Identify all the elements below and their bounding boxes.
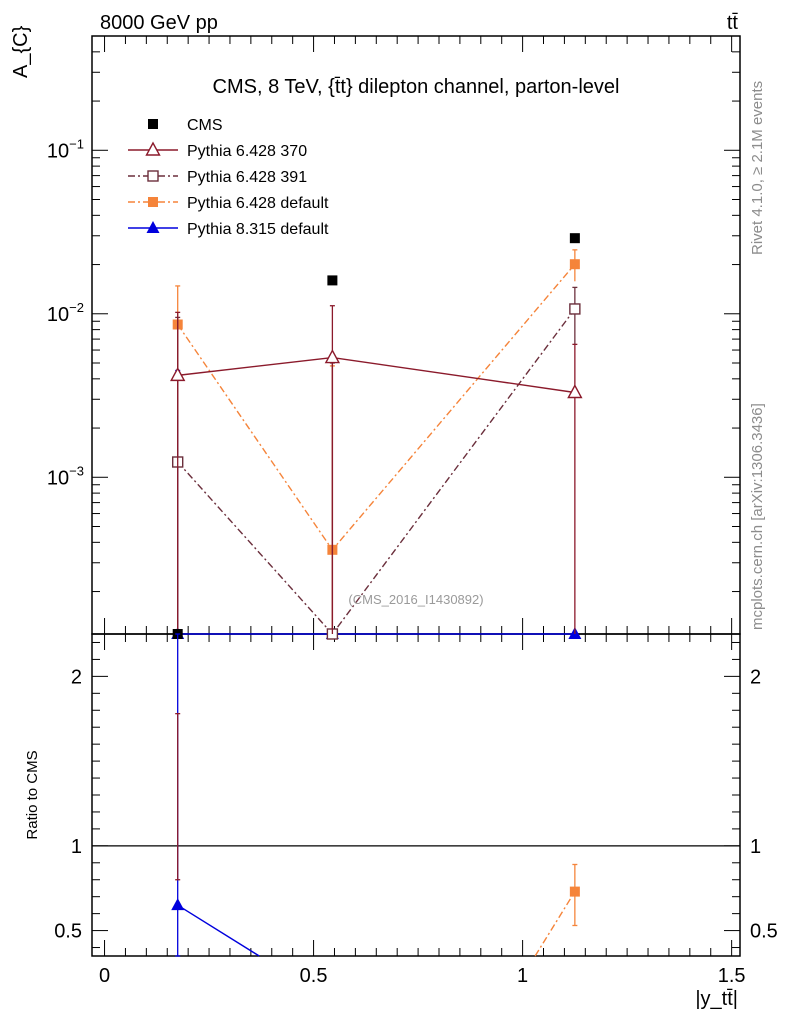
data-point-cms	[327, 275, 338, 286]
ratio-y-axis-label: Ratio to CMS	[24, 750, 41, 839]
ratio-point-pythia-8-315-default	[171, 898, 185, 911]
legend: CMS Pythia 6.428 370 Pythia 6.428 391 Pythi…	[128, 117, 329, 238]
ratio-plot-frame	[91, 633, 741, 957]
legend-marker-pythia-6-428-391	[147, 170, 159, 182]
ratio-y-tick-label-right: 0.5	[750, 921, 778, 943]
x-tick-label: 1	[517, 965, 528, 987]
legend-entry-label: Pythia 6.428 default	[187, 195, 329, 212]
series-line-pythia-6-428-default	[177, 263, 576, 551]
chart-title: CMS, 8 TeV, {t̄t} dilepton channel, part…	[213, 76, 620, 98]
legend-entry-label: Pythia 6.428 370	[187, 143, 307, 160]
x-tick-label: 0.5	[300, 965, 328, 987]
ratio-y-tick-label: 2	[71, 666, 82, 688]
series-line-pythia-6-428-391	[177, 308, 576, 636]
main-y-axis-label: A_{C}	[10, 25, 32, 78]
ratio-y-tick-label-right: 1	[750, 836, 761, 858]
analysis-label: (CMS_2016_I1430892)	[348, 592, 483, 607]
x-tick-label: 0	[99, 965, 110, 987]
legend-marker-pythia-6-428-370	[145, 141, 161, 156]
series-line-pythia-6-428-370	[177, 356, 575, 394]
legend-marker-cms	[148, 119, 158, 129]
main-y-tick-label: 10−2	[47, 300, 84, 326]
main-y-tick-label: 10−3	[47, 463, 84, 489]
mcplots-label: mcplots.cern.ch [arXiv:1306.3436]	[749, 403, 766, 630]
ratio-y-tick-label: 1	[71, 836, 82, 858]
data-layer	[92, 233, 740, 957]
x-axis-label: |y_tt̄|	[695, 988, 738, 1010]
data-point-pythia-6-428-370	[567, 384, 583, 399]
legend-entry-label: CMS	[187, 117, 223, 134]
legend-marker-pythia-8-315-default	[146, 221, 160, 233]
ratio-y-tick-label-right: 2	[750, 666, 761, 688]
header-left-label: 8000 GeV pp	[100, 12, 218, 34]
data-point-pythia-6-428-370	[324, 349, 341, 364]
ratio-point-pythia-6-428-default	[569, 886, 580, 897]
axes-layer: 10−3 10−2 10−1 A_{C} 0 0.5 1 1.5|y_tt̄| 0.5 0.5 1 1…	[10, 25, 778, 1010]
data-point-cms	[569, 233, 580, 244]
ratio-line-pythia-8-315-default	[177, 904, 260, 957]
legend-entry-label: Pythia 8.315 default	[187, 221, 329, 238]
data-point-pythia-6-428-391	[569, 303, 581, 315]
main-y-tick-label: 10−1	[47, 136, 84, 162]
ratio-y-tick-label: 0.5	[54, 921, 82, 943]
x-tick-label: 1.5	[718, 965, 746, 987]
rivet-label: Rivet 4.1.0, ≥ 2.1M events	[749, 81, 766, 255]
ratio-line-pythia-6-428-default	[534, 891, 576, 957]
data-point-pythia-6-428-default	[569, 259, 580, 270]
data-point-pythia-6-428-370	[170, 366, 186, 382]
legend-marker-pythia-6-428-default	[148, 197, 158, 207]
legend-entry-label: Pythia 6.428 391	[187, 169, 307, 186]
header-right-label: tt̄	[727, 12, 739, 34]
